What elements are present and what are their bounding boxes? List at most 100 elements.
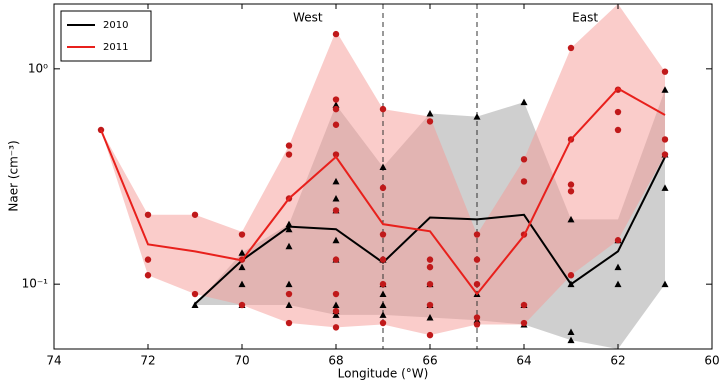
point xyxy=(614,263,622,271)
legend-label: 2011 xyxy=(103,42,128,53)
legend-label: 2010 xyxy=(103,20,128,31)
point xyxy=(379,301,387,309)
point xyxy=(379,319,387,327)
point xyxy=(191,301,199,309)
point xyxy=(473,256,481,263)
point xyxy=(614,126,622,134)
point xyxy=(473,314,481,321)
point xyxy=(332,307,340,315)
legend-box xyxy=(60,10,152,62)
point xyxy=(144,256,152,263)
point xyxy=(520,98,528,106)
point xyxy=(238,249,246,256)
point xyxy=(332,96,340,103)
x-tick-label: 64 xyxy=(516,354,531,368)
point xyxy=(332,301,340,309)
point xyxy=(567,336,575,344)
point xyxy=(567,188,575,195)
x-tick-label: 62 xyxy=(610,354,625,368)
point xyxy=(614,280,622,288)
point xyxy=(567,215,575,223)
point xyxy=(661,184,669,191)
point xyxy=(567,44,575,52)
point xyxy=(520,319,528,327)
point xyxy=(285,290,293,298)
point xyxy=(285,225,293,233)
point xyxy=(614,108,622,116)
point xyxy=(332,101,340,108)
x-tick-label: 74 xyxy=(46,354,61,368)
point xyxy=(426,256,434,263)
point xyxy=(661,151,669,158)
x-tick-label: 60 xyxy=(704,354,719,368)
plot-area xyxy=(97,4,669,349)
y-tick-label: 10⁰ xyxy=(28,61,48,75)
point xyxy=(238,231,246,238)
point xyxy=(379,280,387,288)
y-axis-label: Naer (cm⁻³) xyxy=(7,140,21,211)
point xyxy=(332,324,340,331)
point xyxy=(238,280,246,288)
annotation: West xyxy=(293,11,323,25)
point xyxy=(285,151,293,158)
point xyxy=(379,311,387,318)
point xyxy=(426,280,434,288)
x-tick-label: 72 xyxy=(140,354,155,368)
point xyxy=(567,272,575,279)
point xyxy=(238,301,246,309)
point xyxy=(332,151,340,158)
point xyxy=(567,328,575,335)
point xyxy=(332,311,340,318)
y-tick-label: 10⁻¹ xyxy=(22,277,49,291)
point xyxy=(332,236,340,244)
point xyxy=(426,331,434,339)
point xyxy=(332,121,340,128)
point xyxy=(379,256,387,263)
point xyxy=(661,86,669,93)
point xyxy=(285,242,293,250)
series-line xyxy=(194,156,666,305)
point xyxy=(473,113,481,120)
point xyxy=(379,163,387,171)
point xyxy=(238,263,246,271)
point xyxy=(332,177,340,185)
point xyxy=(520,178,528,185)
point xyxy=(144,211,152,218)
point xyxy=(379,105,387,113)
point xyxy=(426,301,434,309)
point xyxy=(379,231,387,238)
point xyxy=(426,110,434,117)
point xyxy=(520,301,528,309)
x-tick-label: 70 xyxy=(234,354,249,368)
point xyxy=(332,105,340,113)
point xyxy=(661,68,669,75)
point xyxy=(614,237,622,244)
point xyxy=(285,301,293,309)
point xyxy=(191,211,199,218)
point xyxy=(520,156,528,163)
point xyxy=(285,142,293,149)
point xyxy=(661,136,669,143)
series-line xyxy=(100,87,666,296)
point xyxy=(285,319,293,327)
point xyxy=(285,280,293,288)
point xyxy=(332,207,340,214)
point xyxy=(144,272,152,279)
point xyxy=(285,220,293,228)
axes-frame xyxy=(53,3,713,350)
point xyxy=(332,30,340,38)
point xyxy=(426,263,434,271)
point xyxy=(379,184,387,192)
point xyxy=(567,181,575,188)
point xyxy=(332,194,340,202)
point xyxy=(473,321,481,328)
x-tick-label: 66 xyxy=(422,354,437,368)
x-axis-label: Longitude (°W) xyxy=(338,367,429,381)
annotation: East xyxy=(572,11,598,25)
point xyxy=(332,256,340,263)
x-tick-label: 68 xyxy=(328,354,343,368)
point xyxy=(473,231,481,238)
point xyxy=(379,290,387,298)
point xyxy=(191,290,199,298)
